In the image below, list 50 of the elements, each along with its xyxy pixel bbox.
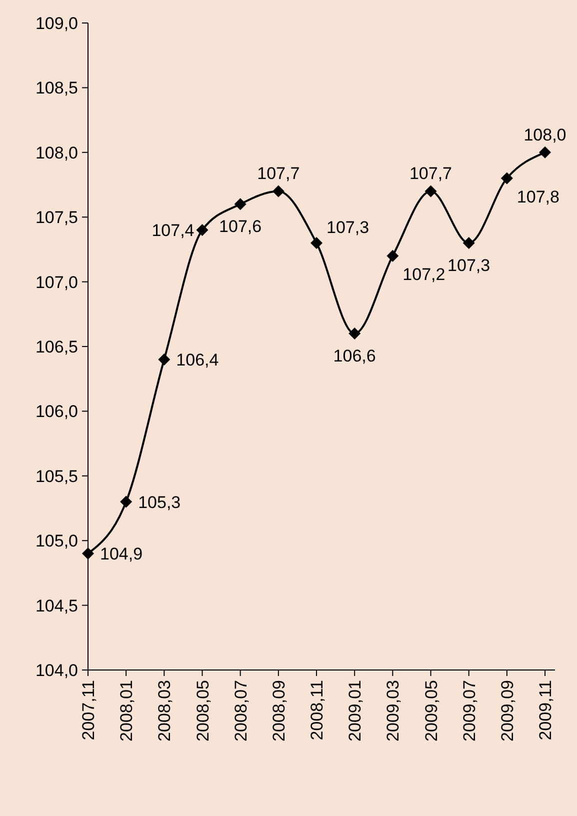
x-tick-label: 2009,01 bbox=[346, 680, 365, 742]
data-label: 104,9 bbox=[100, 544, 143, 564]
data-label: 107,2 bbox=[402, 264, 446, 284]
y-tick-label: 105,5 bbox=[35, 466, 78, 486]
y-tick-label: 109,0 bbox=[35, 14, 78, 33]
x-tick-label: 2008,09 bbox=[269, 680, 288, 742]
x-tick-label: 2008,05 bbox=[193, 680, 212, 742]
x-tick-label: 2008,11 bbox=[308, 680, 326, 740]
x-tick-label: 2008,07 bbox=[231, 680, 250, 742]
data-label: 106,6 bbox=[333, 346, 376, 366]
x-tick-label: 2008,01 bbox=[117, 680, 136, 742]
y-tick-label: 106,5 bbox=[35, 338, 78, 356]
data-label: 107,8 bbox=[516, 187, 560, 206]
point bbox=[234, 198, 246, 210]
point bbox=[310, 236, 322, 249]
point bbox=[348, 328, 361, 340]
data-label: 107,3 bbox=[326, 218, 370, 237]
y-tick-label: 107,5 bbox=[35, 208, 78, 228]
x-tick-label: 2009,05 bbox=[422, 680, 441, 742]
point bbox=[120, 496, 132, 508]
x-tick-label: 2007,11 bbox=[79, 680, 98, 740]
point bbox=[500, 172, 513, 184]
point bbox=[462, 236, 475, 249]
y-tick-label: 108,0 bbox=[35, 143, 78, 162]
point bbox=[272, 185, 284, 198]
y-tick-label: 104,0 bbox=[35, 661, 78, 680]
point bbox=[82, 548, 94, 560]
x-tick-label: 2008,03 bbox=[155, 680, 174, 742]
point bbox=[196, 224, 208, 236]
x-tick-label: 2009,09 bbox=[498, 680, 517, 742]
point bbox=[424, 185, 437, 198]
data-label: 108,0 bbox=[524, 125, 566, 144]
point bbox=[386, 250, 399, 262]
y-tick-label: 104,5 bbox=[35, 596, 78, 616]
y-tick-label: 108,5 bbox=[35, 78, 78, 98]
data-label: 107,6 bbox=[219, 217, 262, 236]
y-tick-label: 106,0 bbox=[35, 402, 78, 422]
x-tick-label: 2009,11 bbox=[536, 680, 555, 740]
y-tick-label: 105,0 bbox=[35, 532, 78, 551]
data-label: 107,3 bbox=[448, 256, 490, 275]
x-tick-label: 2009,03 bbox=[384, 680, 403, 742]
data-label: 107,7 bbox=[257, 164, 300, 184]
x-tick-label: 2009,07 bbox=[460, 680, 479, 742]
data-label: 105,3 bbox=[138, 492, 181, 512]
data-label: 106,4 bbox=[176, 350, 219, 370]
data-label: 107,4 bbox=[152, 221, 194, 240]
y-tick-label: 107,0 bbox=[35, 272, 78, 292]
data-label: 107,7 bbox=[409, 164, 452, 184]
point bbox=[539, 146, 551, 158]
point bbox=[158, 353, 170, 366]
